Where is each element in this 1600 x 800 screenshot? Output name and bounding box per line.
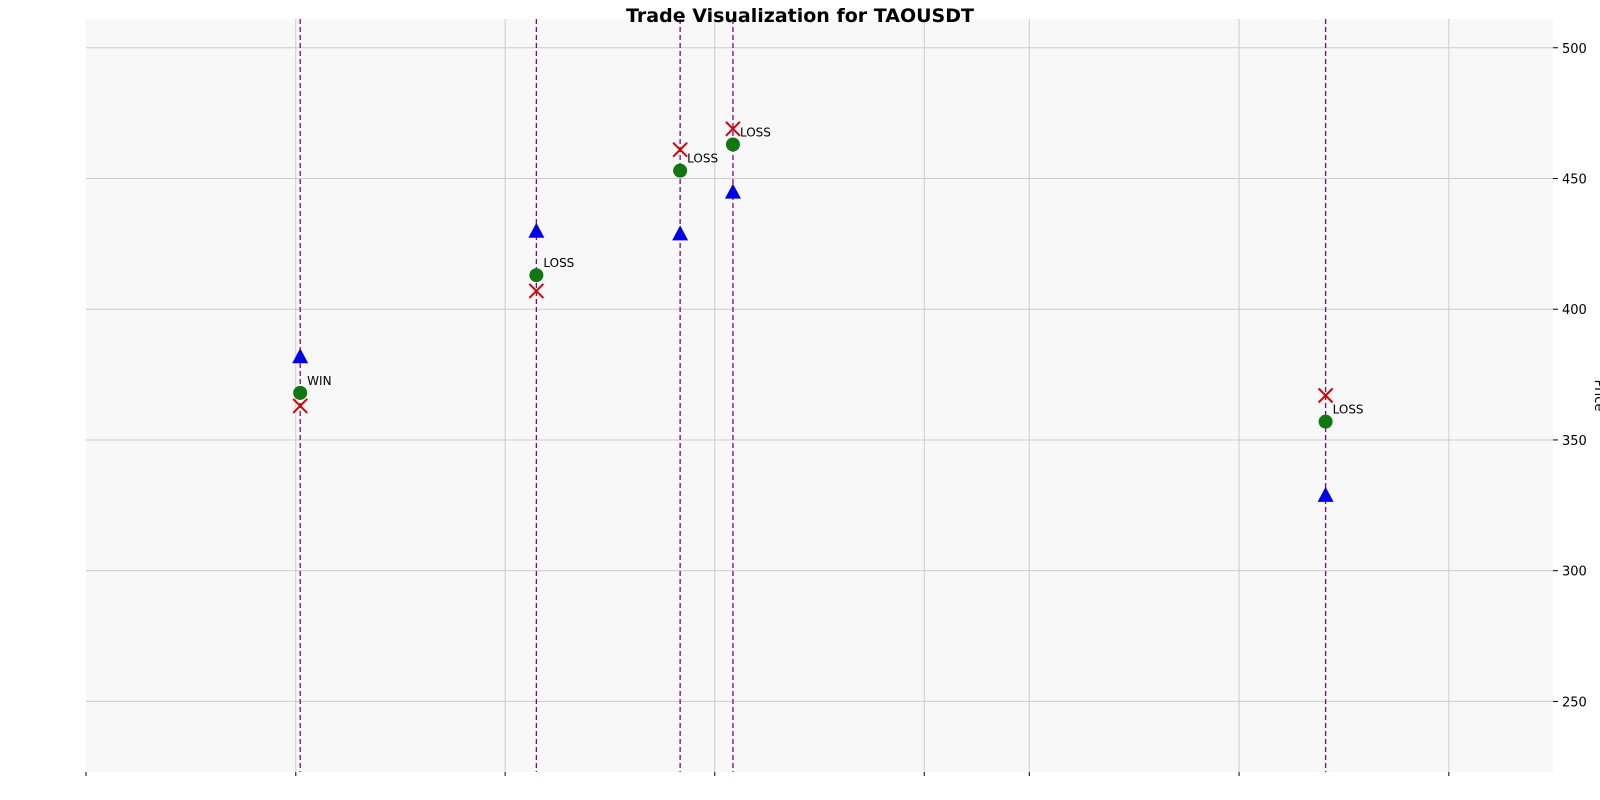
exit-marker: [672, 142, 688, 158]
exit-marker: [725, 121, 741, 137]
result-label: LOSS: [687, 152, 718, 166]
entry-marker: [725, 137, 740, 152]
target-marker: [724, 183, 741, 199]
result-label: LOSS: [1333, 403, 1364, 417]
result-label: LOSS: [740, 126, 771, 140]
entry-marker: [529, 268, 544, 283]
y-tick-label: 300: [1562, 565, 1587, 580]
exit-marker: [292, 398, 308, 414]
y-tick-label: 450: [1562, 172, 1587, 187]
result-label: WIN: [307, 374, 331, 388]
target-marker: [292, 348, 309, 364]
chart-title: Trade Visualization for TAOUSDT: [626, 5, 974, 27]
horizontal-gridlines: [86, 47, 1553, 702]
x-axis-ticks: [85, 772, 1450, 776]
entry-marker: [293, 385, 308, 400]
result-label: LOSS: [543, 256, 574, 270]
y-tick-label: 250: [1562, 695, 1587, 710]
y-axis-ticks: 250 300 350 400 450 500: [1553, 42, 1587, 710]
plot-background: [86, 19, 1553, 772]
y-axis-label: Price: [1591, 380, 1600, 412]
target-marker: [672, 225, 689, 241]
y-tick-label: 350: [1562, 434, 1587, 449]
exit-marker: [1317, 387, 1334, 404]
entry-marker: [1318, 414, 1333, 429]
trade-markers: WIN LOSS LOSS LOSS LOSS: [292, 19, 1364, 772]
target-marker: [528, 222, 545, 238]
exit-marker: [528, 283, 545, 299]
y-tick-label: 400: [1562, 303, 1587, 318]
y-tick-label: 500: [1562, 42, 1587, 57]
target-marker: [1317, 486, 1334, 502]
entry-marker: [673, 163, 688, 178]
vertical-gridlines: [295, 19, 1450, 772]
